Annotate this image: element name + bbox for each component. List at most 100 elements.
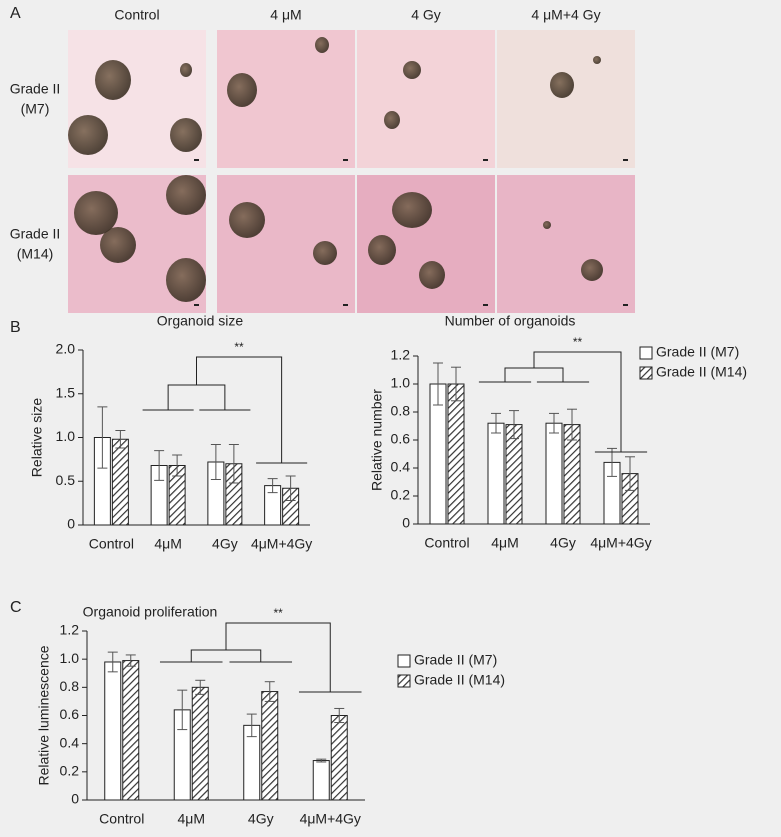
organoid [315, 37, 329, 53]
y-tick-label: 0.4 [60, 734, 80, 750]
x-tick-label: Control [424, 535, 469, 551]
scale-bar [623, 159, 628, 161]
organoid [68, 115, 108, 155]
x-tick-label: Control [89, 536, 134, 552]
chart-title: Organoid size [157, 313, 244, 329]
x-tick-label: 4μM [154, 536, 182, 552]
legend-label: Grade II (M14) [414, 672, 505, 688]
bar [122, 660, 140, 801]
scale-bar [343, 159, 348, 161]
bracket [533, 351, 648, 453]
x-tick-label: 4μM [491, 535, 519, 551]
bracket [190, 649, 262, 662]
scale-bar [483, 159, 488, 161]
scale-bar [483, 304, 488, 306]
x-tick-label: 4Gy [248, 811, 274, 827]
bar [261, 691, 279, 801]
y-tick-label: 1.5 [56, 384, 76, 400]
micrograph [497, 175, 635, 313]
chart-title: Organoid proliferation [83, 604, 218, 620]
scale-bar [343, 304, 348, 306]
y-tick-label: 0.8 [60, 678, 80, 694]
y-axis-label: Relative size [29, 398, 45, 478]
significance: ** [234, 340, 244, 354]
bracket [225, 622, 362, 693]
x-tick-label: 4μM+4Gy [251, 536, 312, 552]
x-tick-label: 4Gy [550, 535, 576, 551]
panel-label: C [10, 599, 22, 616]
y-tick-label: 0.6 [391, 431, 411, 447]
organoid [100, 227, 136, 263]
organoid [384, 111, 400, 129]
y-axis-label: Relative luminescence [36, 645, 52, 785]
organoid [166, 175, 206, 215]
y-tick-label: 1.0 [56, 428, 76, 444]
y-tick-label: 1.0 [391, 375, 411, 391]
bracket [504, 367, 564, 382]
y-tick-label: 1.0 [60, 650, 80, 666]
column-header: 4 μM+4 Gy [531, 7, 600, 23]
y-tick-label: 0.2 [391, 487, 411, 503]
organoid [550, 72, 574, 98]
x-tick-label: 4μM [177, 811, 205, 827]
scale-bar [194, 304, 199, 306]
bar [312, 760, 330, 801]
legend-swatch [639, 346, 653, 360]
bar [191, 686, 209, 801]
organoid [543, 221, 551, 229]
column-header: 4 μM [270, 7, 301, 23]
legend-swatch [397, 674, 411, 688]
column-header: 4 Gy [411, 7, 441, 23]
organoid [170, 118, 202, 152]
y-tick-label: 0.2 [60, 763, 80, 779]
panel-label: B [10, 319, 21, 336]
bar [330, 715, 348, 801]
x-tick-label: 4Gy [212, 536, 238, 552]
y-axis-label: Relative number [369, 389, 385, 491]
y-tick-label: 1.2 [391, 347, 411, 363]
row-label: (M7) [21, 101, 50, 117]
organoid [229, 202, 265, 238]
organoid [180, 63, 192, 77]
y-tick-label: 0 [71, 791, 79, 807]
organoid [166, 258, 206, 302]
organoid [227, 73, 257, 107]
organoid [74, 191, 118, 235]
legend-label: Grade II (M14) [656, 364, 747, 380]
significance: ** [573, 335, 583, 349]
scale-bar [194, 159, 199, 161]
panel-label: A [10, 5, 21, 22]
organoid [581, 259, 603, 281]
column-header: Control [114, 7, 159, 23]
x-tick-label: 4μM+4Gy [300, 811, 361, 827]
significance: ** [273, 606, 283, 620]
bar [487, 422, 505, 525]
y-tick-label: 0 [67, 516, 75, 532]
organoid [368, 235, 396, 265]
bar [447, 383, 465, 525]
organoid [392, 192, 432, 228]
y-tick-label: 0.8 [391, 403, 411, 419]
y-tick-label: 0 [402, 515, 410, 531]
organoid [403, 61, 421, 79]
micrograph [217, 175, 355, 313]
y-tick-label: 0.6 [60, 706, 80, 722]
y-tick-label: 0.5 [56, 472, 76, 488]
organoid [593, 56, 601, 64]
bar [545, 422, 563, 525]
bar [104, 661, 122, 801]
y-tick-label: 0.4 [391, 459, 411, 475]
y-tick-label: 1.2 [60, 622, 80, 638]
x-tick-label: Control [99, 811, 144, 827]
scale-bar [623, 304, 628, 306]
legend-swatch [639, 366, 653, 380]
bracket [167, 384, 226, 410]
organoid [419, 261, 445, 289]
row-label: (M14) [17, 246, 54, 262]
bracket [196, 356, 308, 464]
micrograph [357, 30, 495, 168]
legend-label: Grade II (M7) [414, 652, 497, 668]
legend-swatch [397, 654, 411, 668]
